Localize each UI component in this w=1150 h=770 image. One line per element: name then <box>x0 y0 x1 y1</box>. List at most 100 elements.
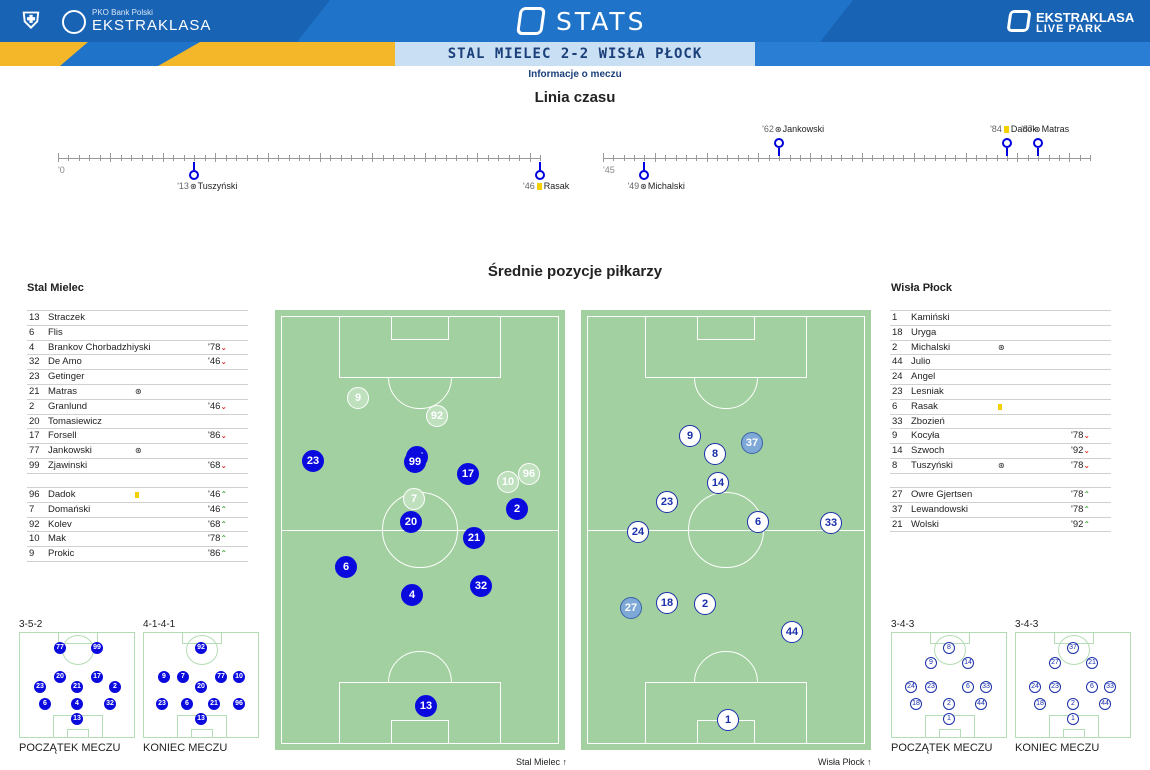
formation-player-marker[interactable]: 9 <box>158 671 170 683</box>
formation-player-marker[interactable]: 27 <box>1049 657 1061 669</box>
formation-player-marker[interactable]: 6 <box>39 698 51 710</box>
timeline-event[interactable]: '87⊛Matras <box>1021 124 1069 134</box>
formation-player-marker[interactable]: 17 <box>91 671 103 683</box>
formation-player-marker[interactable]: 20 <box>54 671 66 683</box>
lineup-row[interactable]: 14 Szwoch '92⌄ <box>890 444 1111 459</box>
event-marker-icon[interactable] <box>189 170 200 180</box>
formation-player-marker[interactable]: 77 <box>215 671 227 683</box>
lineup-row[interactable]: 2 Granlund '46⌄ <box>27 400 248 415</box>
formation-player-marker[interactable]: 8 <box>943 642 955 654</box>
player-position-marker[interactable]: 9 <box>347 387 369 409</box>
formation-player-marker[interactable]: 24 <box>905 681 917 693</box>
player-position-marker[interactable]: 96 <box>518 463 540 485</box>
formation-player-marker[interactable]: 14 <box>962 657 974 669</box>
lineup-row[interactable]: 23 Getinger <box>27 370 248 385</box>
player-position-marker[interactable]: 20 <box>400 511 422 533</box>
formation-player-marker[interactable]: 21 <box>1086 657 1098 669</box>
formation-player-marker[interactable]: 33 <box>980 681 992 693</box>
live-park-label-bottom[interactable]: LIVE PARK <box>1036 23 1103 35</box>
lineup-row[interactable]: 77 Jankowski ⊛ <box>27 444 248 459</box>
lineup-row[interactable]: 96 Dadok '46⌃ <box>27 488 248 503</box>
formation-player-marker[interactable]: 1 <box>943 713 955 725</box>
lineup-row[interactable]: 20 Tomasiewicz <box>27 415 248 430</box>
event-marker-icon[interactable] <box>1033 138 1044 148</box>
lineup-row[interactable]: 23 Lesniak <box>890 385 1111 400</box>
player-position-marker[interactable]: 2 <box>506 498 528 520</box>
formation-player-marker[interactable]: 13 <box>195 713 207 725</box>
formation-player-marker[interactable]: 44 <box>975 698 987 710</box>
lineup-row[interactable]: 9 Prokic '86⌃ <box>27 547 248 562</box>
player-position-marker[interactable]: 33 <box>820 512 842 534</box>
player-position-marker[interactable]: 7 <box>403 488 425 510</box>
player-position-marker[interactable]: 14 <box>707 472 729 494</box>
event-marker-icon[interactable] <box>535 170 545 180</box>
formation-player-marker[interactable]: 92 <box>195 642 207 654</box>
player-position-marker[interactable]: 32 <box>470 575 492 597</box>
lineup-row[interactable]: 92 Kolev '68⌃ <box>27 518 248 533</box>
player-position-marker[interactable]: 23 <box>656 491 678 513</box>
lineup-row[interactable]: 21 Matras ⊛ <box>27 385 248 400</box>
event-marker-icon[interactable] <box>774 138 785 148</box>
player-position-marker[interactable]: 6 <box>747 511 769 533</box>
timeline-event[interactable]: '62⊛Jankowski <box>762 124 824 134</box>
formation-player-marker[interactable]: 2 <box>943 698 955 710</box>
lineup-row[interactable]: 33 Zbozień <box>890 415 1111 430</box>
formation-player-marker[interactable]: 9 <box>925 657 937 669</box>
stats-title[interactable]: STATS <box>556 7 647 36</box>
ekstraklasa-label[interactable]: EKSTRAKLASA <box>92 17 212 34</box>
stats-logo-icon[interactable] <box>516 7 546 35</box>
formation-player-marker[interactable]: 10 <box>233 671 245 683</box>
player-position-marker[interactable]: 1 <box>717 709 739 731</box>
player-position-marker[interactable]: 2 <box>694 593 716 615</box>
timeline-event[interactable]: '84 Dadok <box>990 124 1037 134</box>
timeline-event[interactable]: '49⊛Michalski <box>627 181 684 191</box>
lineup-row[interactable]: 99 Zjawinski '68⌄ <box>27 459 248 474</box>
player-position-marker[interactable]: 44 <box>781 621 803 643</box>
formation-player-marker[interactable]: 6 <box>962 681 974 693</box>
lineup-row[interactable]: 4 Brankov Chorbadzhiyski '78⌄ <box>27 341 248 356</box>
formation-player-marker[interactable]: 6 <box>1086 681 1098 693</box>
player-position-marker[interactable]: 37 <box>741 432 763 454</box>
player-position-marker[interactable]: 99 <box>404 451 426 473</box>
formation-player-marker[interactable]: 23 <box>156 698 168 710</box>
lineup-row[interactable]: 32 De Amo '46⌄ <box>27 355 248 371</box>
live-park-logo-icon[interactable] <box>1006 10 1032 32</box>
player-position-marker[interactable]: 6 <box>335 556 357 578</box>
player-position-marker[interactable]: 23 <box>302 450 324 472</box>
formation-player-marker[interactable]: 4 <box>71 698 83 710</box>
formation-player-marker[interactable]: 44 <box>1099 698 1111 710</box>
lineup-row[interactable]: 6 Flis <box>27 326 248 341</box>
lineup-row[interactable]: 24 Angel <box>890 370 1111 385</box>
player-position-marker[interactable]: 21 <box>463 527 485 549</box>
player-position-marker[interactable]: 17 <box>457 463 479 485</box>
formation-player-marker[interactable]: 21 <box>208 698 220 710</box>
lineup-row[interactable]: 1 Kamiński <box>890 311 1111 326</box>
lineup-row[interactable]: 17 Forsell '86⌄ <box>27 429 248 445</box>
player-position-marker[interactable]: 8 <box>704 443 726 465</box>
formation-player-marker[interactable]: 23 <box>925 681 937 693</box>
player-position-marker[interactable]: 27 <box>620 597 642 619</box>
lineup-row[interactable]: 18 Uryga <box>890 326 1111 341</box>
player-position-marker[interactable]: 24 <box>627 521 649 543</box>
formation-player-marker[interactable]: 32 <box>104 698 116 710</box>
formation-player-marker[interactable]: 13 <box>71 713 83 725</box>
lineup-row[interactable]: 2 Michalski ⊛ <box>890 341 1111 356</box>
formation-player-marker[interactable]: 33 <box>1104 681 1116 693</box>
formation-player-marker[interactable]: 2 <box>1067 698 1079 710</box>
lineup-row[interactable]: 10 Mak '78⌃ <box>27 532 248 548</box>
event-marker-icon[interactable] <box>639 170 650 180</box>
formation-player-marker[interactable]: 7 <box>177 671 189 683</box>
live-park-label-top[interactable]: EKSTRAKLASA <box>1036 10 1135 25</box>
player-position-marker[interactable]: 4 <box>401 584 423 606</box>
formation-player-marker[interactable]: 24 <box>1029 681 1041 693</box>
formation-player-marker[interactable]: 96 <box>233 698 245 710</box>
lineup-row[interactable]: 27 Owre Gjertsen '78⌃ <box>890 488 1111 503</box>
lineup-row[interactable]: 8 Tuszyński ⊛ '78⌄ <box>890 459 1111 474</box>
lineup-row[interactable]: 44 Julio <box>890 355 1111 371</box>
formation-player-marker[interactable]: 37 <box>1067 642 1079 654</box>
event-marker-icon[interactable] <box>1002 138 1013 148</box>
player-position-marker[interactable]: 92 <box>426 405 448 427</box>
timeline-event[interactable]: '46 Rasak <box>523 181 569 191</box>
formation-player-marker[interactable]: 1 <box>1067 713 1079 725</box>
formation-player-marker[interactable]: 21 <box>71 681 83 693</box>
